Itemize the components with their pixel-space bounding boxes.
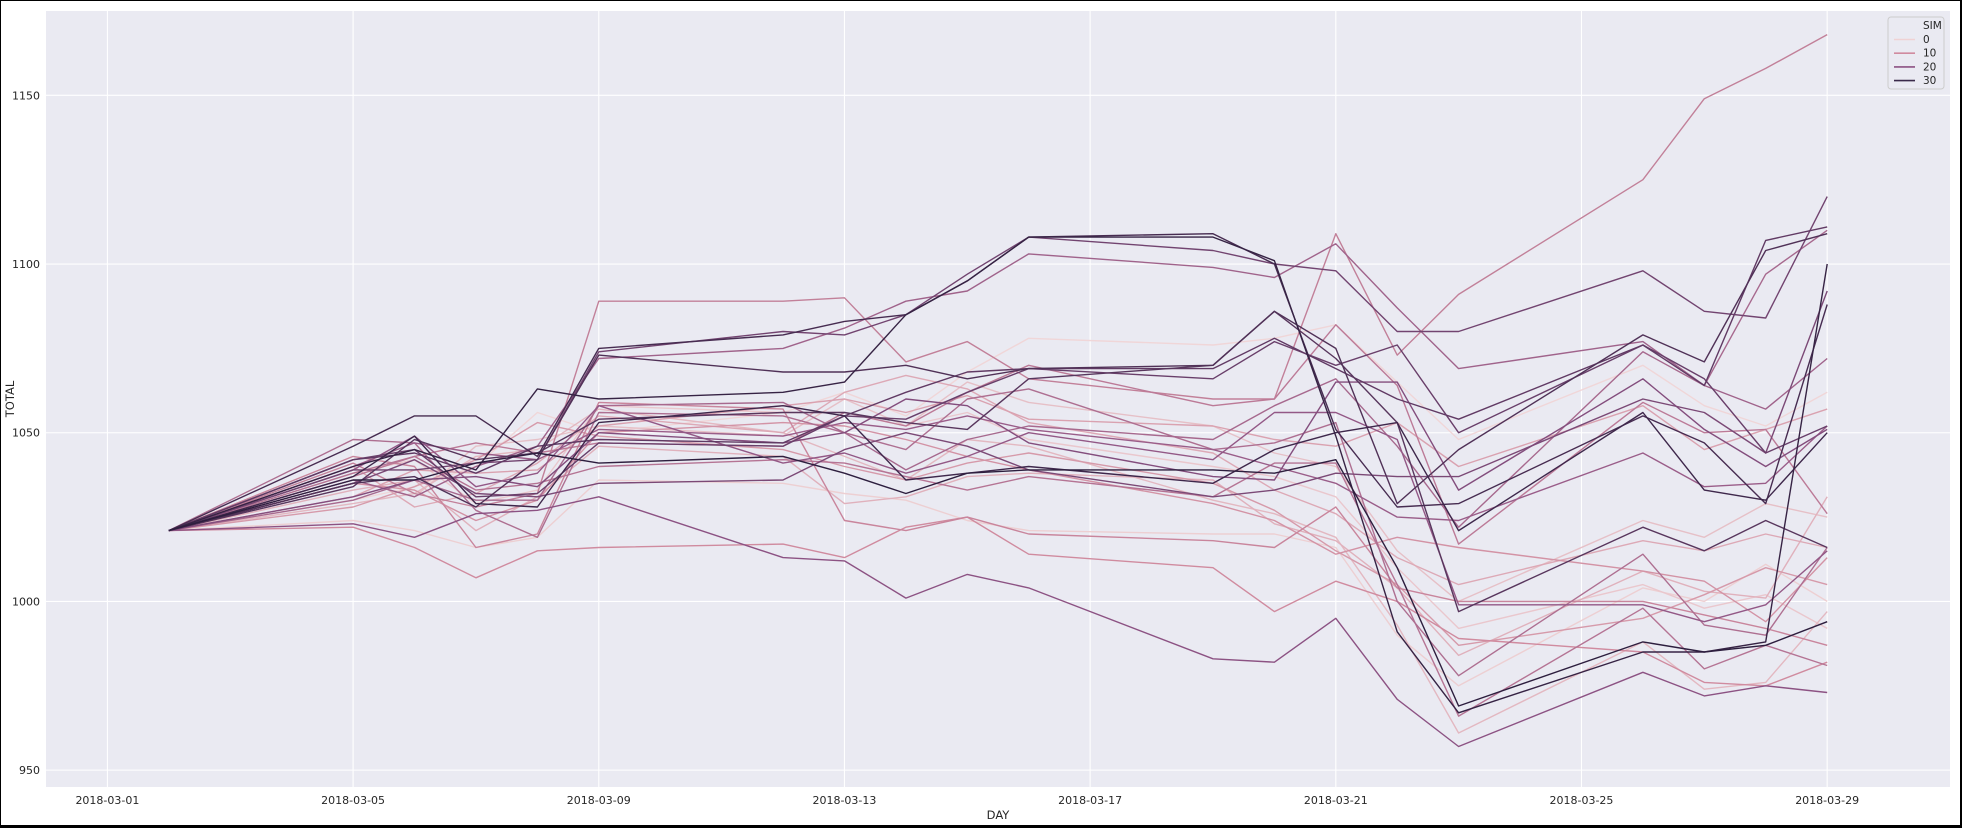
series-lines (168, 33, 1828, 748)
legend-label: 10 (1923, 48, 1936, 60)
y-tick-label: 1150 (12, 89, 40, 102)
series-line (168, 226, 1828, 532)
series-line (168, 233, 1828, 532)
series-line (168, 196, 1828, 532)
series-line (168, 401, 1828, 646)
series-line (168, 236, 1828, 714)
series-line (168, 452, 1828, 707)
legend-label: 20 (1923, 61, 1936, 73)
x-tick-label: 2018-03-13 (812, 794, 876, 807)
series-line (168, 455, 1828, 717)
y-tick-label: 950 (19, 764, 40, 777)
x-tick-label: 2018-03-01 (75, 794, 139, 807)
plot-area (46, 11, 1950, 787)
x-tick-label: 2018-03-29 (1795, 794, 1859, 807)
series-line (168, 310, 1828, 613)
x-tick-label: 2018-03-17 (1058, 794, 1122, 807)
x-tick-label: 2018-03-21 (1304, 794, 1368, 807)
legend-label: 0 (1923, 34, 1930, 46)
series-line (168, 516, 1828, 687)
y-tick-label: 1000 (12, 595, 40, 608)
series-line (168, 290, 1828, 532)
series-line (168, 415, 1828, 532)
series-line (168, 378, 1828, 532)
series-line (168, 324, 1828, 545)
legend-title: SIM (1923, 20, 1942, 32)
series-line (168, 496, 1828, 748)
x-tick-label: 2018-03-25 (1550, 794, 1614, 807)
series-line (168, 388, 1828, 677)
series-line (168, 421, 1828, 623)
legend-box (1887, 16, 1945, 90)
series-line (168, 229, 1828, 532)
y-tick-label: 1100 (12, 258, 40, 271)
x-axis-label: DAY (987, 808, 1011, 822)
legend-label: 30 (1923, 75, 1936, 87)
series-line (168, 405, 1828, 532)
y-axis-ticks: 950 1000 1050 1100 1150 (12, 89, 40, 777)
series-line (168, 340, 1828, 532)
y-tick-label: 1050 (12, 427, 40, 440)
x-tick-label: 2018-03-09 (567, 794, 631, 807)
x-axis-ticks: 2018-03-01 2018-03-05 2018-03-09 2018-03-13… (75, 794, 1859, 807)
y-axis-label: TOTAL (3, 380, 17, 418)
series-line (168, 405, 1828, 623)
series-line (168, 445, 1828, 657)
x-tick-label: 2018-03-05 (321, 794, 385, 807)
series-line (168, 405, 1828, 630)
series-line (168, 394, 1828, 532)
